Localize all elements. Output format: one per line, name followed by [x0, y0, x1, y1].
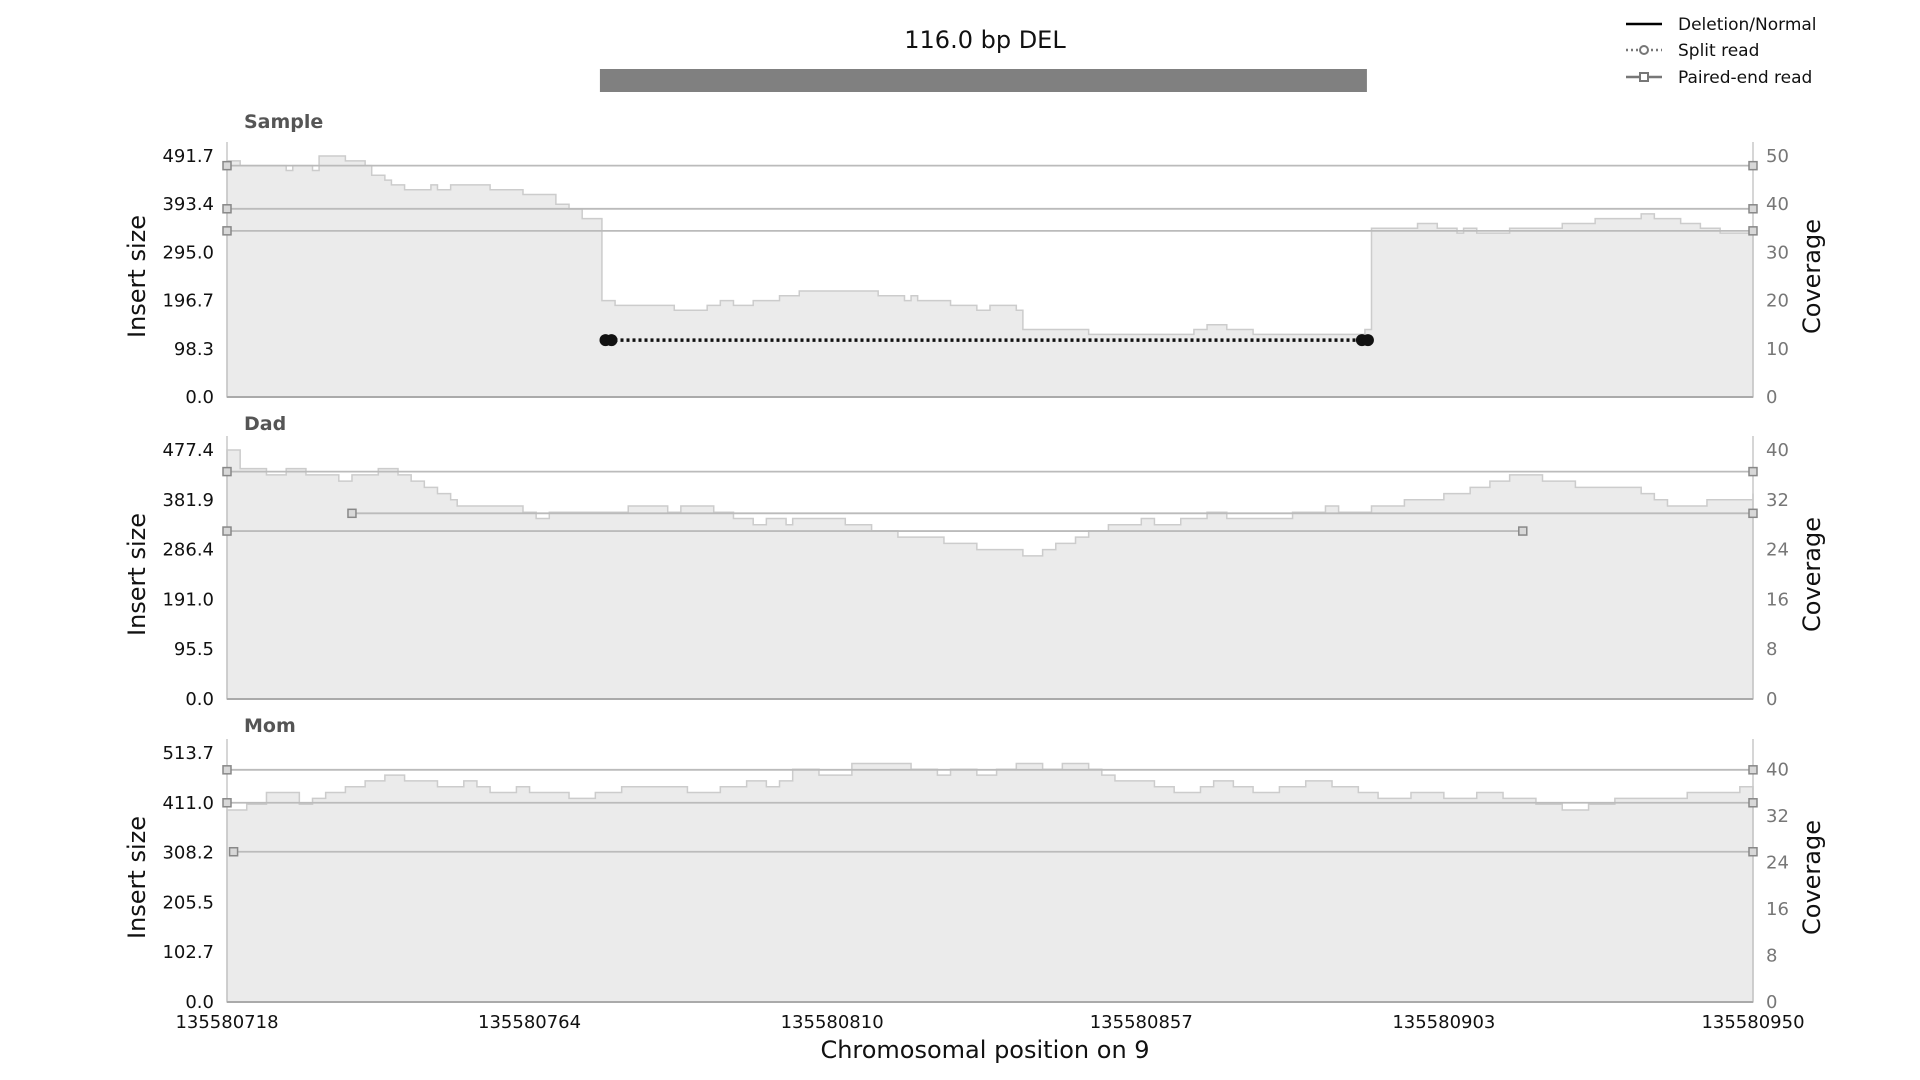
y-tick-label: 308.2 [162, 843, 214, 864]
paired-end-read-end-marker [222, 798, 232, 808]
chart-title: 116.0 bp DEL [904, 26, 1066, 54]
paired-end-read-end-marker [222, 204, 232, 214]
y-tick-label: 513.7 [162, 743, 214, 764]
split-read-marker [605, 334, 618, 347]
coverage-area [226, 449, 1754, 700]
y-tick-label: 196.7 [162, 291, 214, 312]
variant-bar [599, 69, 1367, 92]
y-tick-label: 286.4 [162, 540, 214, 561]
paired-end-read-end-marker [1748, 226, 1758, 236]
y-tick-label: 205.5 [162, 892, 214, 913]
y-tick-label: 0.0 [185, 992, 214, 1013]
y-tick-label: 0.0 [185, 387, 214, 408]
legend-deletion-label: Deletion/Normal [1678, 15, 1817, 35]
x-tick-label: 135580903 [1392, 1012, 1495, 1033]
x-tick-label: 135580810 [781, 1012, 884, 1033]
paired-end-read-end-marker [1748, 160, 1758, 171]
y2-tick-label: 16 [1766, 589, 1789, 610]
y2-tick-label: 20 [1766, 291, 1789, 312]
y-tick-label: 191.0 [162, 589, 214, 610]
y2-axis-label: Coverage [1798, 820, 1826, 935]
y2-tick-label: 8 [1766, 639, 1777, 660]
y2-tick-label: 0 [1766, 387, 1777, 408]
x-tick-label: 135580718 [175, 1012, 278, 1033]
panel-dad: 0.0 95.5 191.0 286.4 381.9 477.4 0 8 16 24 32 40 Dad… [123, 413, 1826, 710]
paired-end-read-end-marker [1748, 466, 1758, 477]
y2-tick-label: 10 [1766, 339, 1789, 360]
y2-tick-label: 0 [1766, 992, 1777, 1013]
y-tick-label: 491.7 [162, 146, 214, 167]
paired-end-read-end-marker [222, 765, 232, 775]
x-tick-label: 135580857 [1090, 1012, 1193, 1033]
panel-title: Mom [244, 715, 296, 737]
y-axis-label: Insert size [123, 215, 151, 338]
coverage-area [226, 762, 1754, 1003]
y-tick-label: 381.9 [162, 490, 214, 511]
y-tick-label: 98.3 [174, 339, 214, 360]
y2-tick-label: 0 [1766, 689, 1777, 710]
y-tick-label: 393.4 [162, 194, 214, 215]
y2-axis-label: Coverage [1798, 517, 1826, 632]
paired-end-read-end-marker [1748, 508, 1758, 519]
x-tick-label: 135580764 [478, 1012, 581, 1033]
y2-tick-label: 16 [1766, 899, 1789, 920]
y2-tick-label: 40 [1766, 759, 1789, 780]
split-read-marker [1361, 334, 1374, 347]
legend-split-label: Split read [1678, 41, 1759, 61]
paired-end-read-end-marker [347, 508, 357, 519]
paired-end-read-end-marker [1748, 765, 1758, 775]
y2-tick-label: 50 [1766, 146, 1789, 167]
legend-paired-marker [1639, 72, 1649, 82]
panel-sample: 0.0 98.3 196.7 295.0 393.4 491.7 0 10 20 30 40 50 Sa… [123, 111, 1826, 408]
paired-end-read-end-marker [228, 846, 239, 857]
y-tick-label: 477.4 [162, 440, 214, 461]
y2-tick-label: 40 [1766, 194, 1789, 215]
y-tick-label: 102.7 [162, 942, 214, 963]
panel-mom: 0.0 102.7 205.5 308.2 411.0 513.7 0 8 16 24 32 40 Mo… [123, 715, 1826, 1013]
y2-tick-label: 32 [1766, 806, 1789, 827]
x-tick-label: 135580950 [1701, 1012, 1804, 1033]
y-tick-label: 0.0 [185, 689, 214, 710]
y-axis-label: Insert size [123, 513, 151, 636]
paired-end-read-end-marker [1748, 798, 1758, 808]
y2-tick-label: 32 [1766, 490, 1789, 511]
y-tick-label: 295.0 [162, 242, 214, 263]
y2-tick-label: 40 [1766, 440, 1789, 461]
paired-end-read-end-marker [1748, 204, 1758, 214]
panel-title: Sample [244, 111, 323, 133]
y-axis-label: Insert size [123, 816, 151, 939]
y2-tick-label: 24 [1766, 540, 1789, 561]
y-tick-label: 411.0 [162, 793, 214, 814]
x-axis-label: Chromosomal position on 9 [820, 1036, 1149, 1064]
paired-end-read-end-marker [222, 160, 232, 171]
legend-paired-label: Paired-end read [1678, 68, 1812, 88]
y2-tick-label: 8 [1766, 945, 1777, 966]
legend-split-marker [1639, 45, 1649, 55]
paired-end-read-end-marker [222, 466, 232, 477]
y2-tick-label: 24 [1766, 852, 1789, 873]
paired-end-read-end-marker [222, 526, 232, 536]
paired-end-read-end-marker [1748, 846, 1758, 857]
y2-axis-label: Coverage [1798, 219, 1826, 334]
paired-end-read-end-marker [1518, 526, 1528, 536]
coverage-area [226, 155, 1754, 398]
paired-end-read-end-marker [222, 226, 232, 236]
legend: Deletion/Normal Split read Paired-end re… [1626, 15, 1817, 88]
y2-tick-label: 30 [1766, 242, 1789, 263]
y-tick-label: 95.5 [174, 639, 214, 660]
panel-title: Dad [244, 413, 286, 435]
